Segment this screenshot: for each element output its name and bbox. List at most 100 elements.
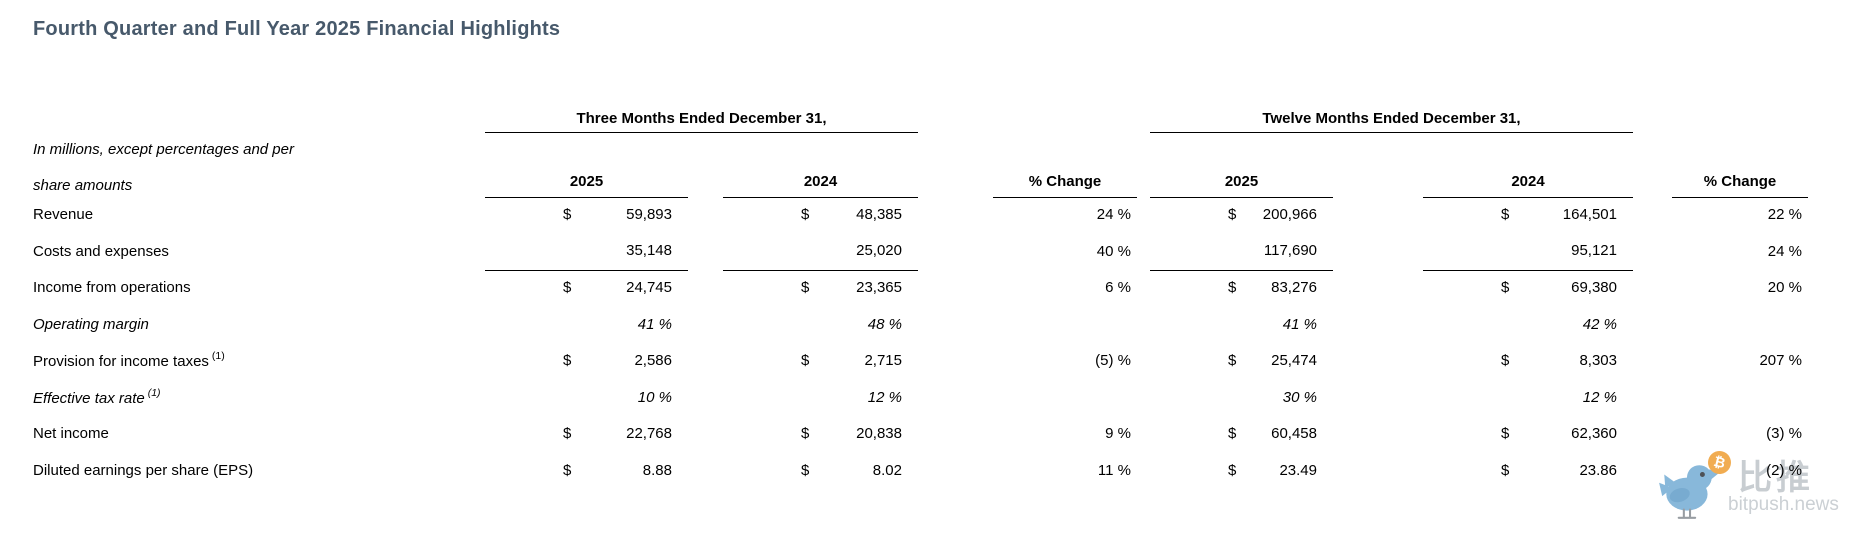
column-gap [1633,453,1672,490]
column-gap [1333,168,1423,197]
percent-change-cell: 11 % [1097,461,1131,479]
row-label: Effective tax rate (1) [33,386,161,407]
column-gap [1137,197,1150,234]
percent-change-cell [993,307,1137,344]
column-gap [1333,343,1423,380]
money-cell: $2,715 [723,343,918,380]
cell-value: 117,690 [1263,242,1317,260]
percent-change-cell [1672,307,1808,344]
cell-value: 8,303 [1579,352,1617,369]
percent-change-cell: 6 % [1105,279,1131,296]
money-cell: $69,380 [1423,270,1633,307]
money-cell: 117,690 [1150,233,1333,271]
currency-symbol: $ [1228,461,1237,479]
money-cell: $2,586 [485,343,688,380]
cell-value: 24,745 [626,279,672,297]
footnote-marker: (1) [147,386,161,399]
column-gap [1137,453,1150,490]
table-row: Costs and expenses 35,148 25,020 40 % 117,69… [33,233,1808,271]
twitter-bird-icon [1659,465,1721,519]
column-gap [1633,104,1672,132]
cell-value: 23.49 [1279,461,1317,479]
page-title: Fourth Quarter and Full Year 2025 Financ… [33,18,561,40]
cell-value: 12 % [867,388,902,406]
table-row: Diluted earnings per share (EPS) $8.88 $8.… [33,453,1808,490]
column-header-2024-q: 2024 [723,168,918,198]
column-header-2025-q: 2025 [485,168,688,198]
column-gap [1633,270,1672,307]
cell-value: 10 % [637,388,672,406]
column-header-row: share amounts 2025 2024 % Change 2025 20… [33,168,1808,198]
table-row: Net income $22,768 $20,838 9 % $60,458 $62,36… [33,416,1808,453]
column-gap [918,197,993,234]
money-cell: $62,360 [1423,416,1633,453]
money-cell: $24,745 [485,270,688,307]
currency-symbol: $ [801,461,810,479]
money-cell: $20,838 [723,416,918,453]
cell-value: 8.02 [872,461,902,479]
column-gap [918,168,993,197]
cell-value: 41 % [637,315,672,333]
cell-value: 48,385 [856,206,902,224]
money-cell: 48 % [723,307,918,344]
money-cell: $23,365 [723,270,918,307]
column-gap [1137,270,1150,307]
table-body: Three Months Ended December 31, Twelve M… [33,104,1808,489]
column-gap [688,197,723,234]
money-cell: $23.86 [1423,453,1633,490]
percent-change-cell: 24 % [1767,242,1802,260]
column-gap [688,234,723,271]
column-gap [1137,168,1150,197]
currency-symbol: $ [563,279,572,297]
units-note-line2: share amounts [33,176,133,194]
money-cell: $200,966 [1150,197,1333,234]
column-gap [688,380,723,417]
note-row: In millions, except percentages and per [33,132,1808,168]
currency-symbol: $ [563,461,572,479]
column-gap [688,343,723,380]
money-cell: 41 % [485,307,688,344]
column-header-2025-fy: 2025 [1150,168,1333,198]
cell-value: 48 % [867,315,902,333]
currency-symbol: $ [1501,425,1510,442]
column-gap [1333,380,1423,417]
currency-symbol: $ [1501,461,1510,479]
cell-value: 83,276 [1271,279,1317,297]
row-label: Provision for income taxes (1) [33,350,225,370]
column-gap [1333,270,1423,307]
cell-value: 59,893 [626,206,672,224]
currency-symbol: $ [1501,352,1510,369]
footnote-marker: (1) [211,350,225,362]
cell-value: 2,586 [634,352,672,369]
cell-value: 23,365 [856,279,902,297]
cell-value: 8.88 [642,461,672,479]
percent-change-cell: 9 % [1105,425,1131,442]
column-gap [1633,168,1672,197]
money-cell: $8.02 [723,453,918,490]
money-cell: $8.88 [485,453,688,490]
column-gap [918,380,993,417]
cell-value: 164,501 [1562,206,1617,224]
currency-symbol: $ [1228,279,1237,297]
currency-symbol: $ [1501,206,1510,224]
table-row: Revenue $59,893 $48,385 24 % $200,966 $164,50… [33,197,1808,234]
column-gap [918,343,993,380]
cell-value: 35,148 [626,242,672,260]
money-cell: 12 % [1423,380,1633,417]
cell-value: 23.86 [1579,461,1617,479]
watermark-brand-domain: bitpush.news [1728,494,1839,515]
column-header-pct-change-fy: % Change [1672,168,1808,198]
percent-change-cell: 22 % [1767,206,1802,224]
currency-symbol: $ [1228,425,1237,442]
cell-value: 25,474 [1271,352,1317,369]
cell-value: 12 % [1582,388,1617,406]
money-cell: 12 % [723,380,918,417]
money-cell: $25,474 [1150,343,1333,380]
column-gap [918,416,993,453]
spacer-cell [1672,104,1808,132]
row-label: Income from operations [33,279,191,296]
percent-change-cell [993,380,1137,417]
currency-symbol: $ [1228,352,1237,369]
row-label: Costs and expenses [33,242,169,260]
column-gap [918,104,993,132]
